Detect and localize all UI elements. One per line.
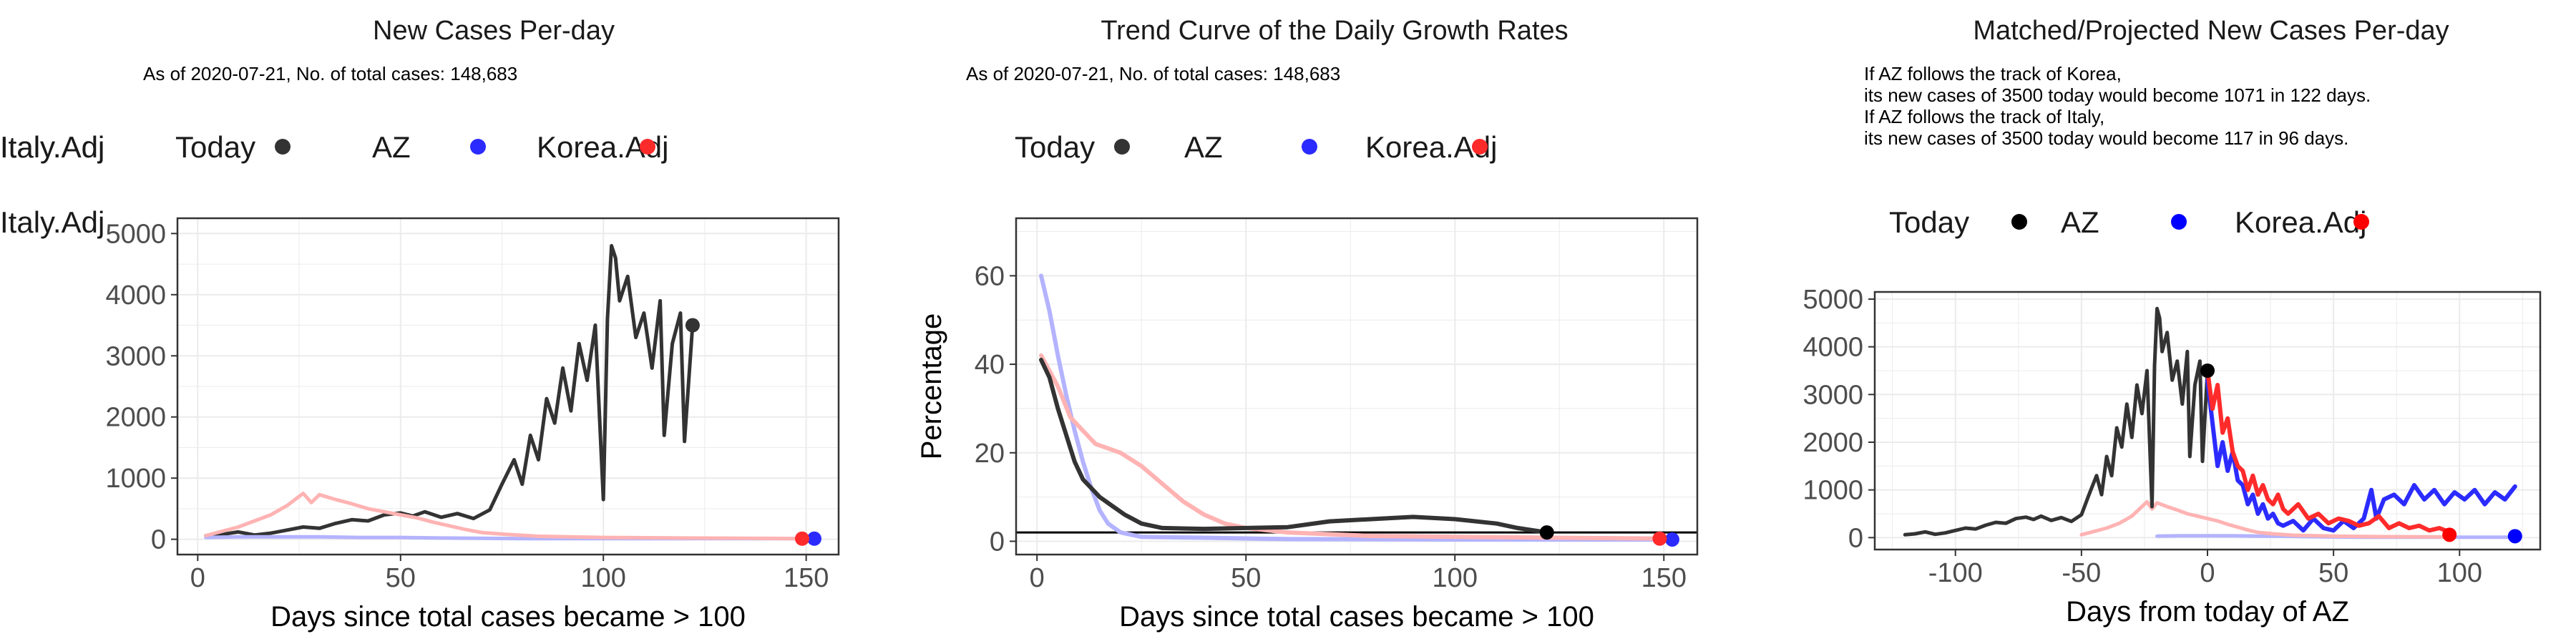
series-line-korea-adj-0 [1039, 273, 1674, 542]
series-line-az-2 [1039, 357, 1549, 535]
y-tick-label: 3000 [105, 341, 166, 371]
x-tick-label: -100 [1928, 558, 1983, 588]
series-line-italy-adj-4 [2205, 369, 2452, 535]
x-axis-label: Days since total cases became > 100 [1119, 601, 1594, 633]
series-line-italy-adj-1 [1039, 353, 1662, 541]
x-tick-label: -50 [2062, 558, 2101, 588]
chart-panel-2: Trend Curve of the Daily Growth Rates As … [0, 16, 1699, 633]
legend-key-korea-adj [470, 139, 486, 155]
y-tick-label: 20 [975, 439, 1005, 469]
legend-label: Italy.Adj [0, 130, 104, 164]
legend-key-italy-adj [2353, 214, 2369, 230]
chart-title: Matched/Projected New Cases Per-day [1973, 16, 2449, 46]
series-line-az-0 [204, 244, 695, 537]
y-tick-label: 0 [151, 525, 166, 555]
legend-key-korea-adj [2171, 214, 2187, 230]
gridlines [1016, 218, 1697, 555]
x-axis-label: Days from today of AZ [2066, 596, 2349, 628]
x-tick-label: 0 [1030, 563, 1045, 593]
y-tick-label: 5000 [105, 219, 166, 249]
y-tick-label: 1000 [1802, 476, 1863, 506]
legend-key-az [1114, 139, 1130, 155]
legend-label: Korea.Adj [2235, 205, 2366, 239]
y-tick-label: 5000 [1802, 285, 1863, 315]
x-tick-label: 100 [1433, 563, 1478, 593]
chart-title: Trend Curve of the Daily Growth Rates [1101, 16, 1568, 46]
y-tick-label: 2000 [1802, 428, 1863, 458]
today-point-az [1539, 525, 1554, 540]
legend-key-az [2011, 214, 2027, 230]
x-tick-label: 50 [2318, 558, 2348, 588]
legend-key-az [275, 139, 291, 155]
y-tick-label: 4000 [1802, 333, 1863, 363]
today-point-italy-adj [2442, 527, 2457, 542]
chart-subtitle-line: its new cases of 3500 today would become… [1864, 84, 2371, 106]
plot-area [1016, 218, 1697, 555]
plot-border [176, 217, 840, 556]
today-point-italy-adj [1652, 531, 1667, 546]
series-line-italy-adj-1 [2079, 499, 2451, 540]
today-point-az [2200, 364, 2215, 378]
x-tick-label: 0 [190, 563, 205, 593]
chart-panel-3: Matched/Projected New Cases Per-day If AZ… [0, 16, 2542, 628]
x-axis-label: Days since total cases became > 100 [270, 601, 746, 633]
gridlines [177, 218, 839, 555]
x-tick-label: 50 [1231, 563, 1261, 593]
x-tick-label: 0 [2200, 558, 2215, 588]
legend-key-korea-adj [1302, 139, 1317, 155]
y-tick-label: 40 [975, 350, 1005, 380]
chart-subtitle-line: As of 2020-07-21, No. of total cases: 14… [966, 63, 1340, 84]
legend-label: AZ [372, 130, 411, 164]
chart-subtitle-line: As of 2020-07-21, No. of total cases: 14… [143, 63, 517, 84]
x-tick-label: 150 [1641, 563, 1687, 593]
plot-border [1015, 217, 1699, 556]
legend: Today AZ Korea.Adj Italy.Adj [0, 205, 2369, 239]
series-line-az-2 [1903, 306, 2210, 537]
chart-subtitle-line: its new cases of 3500 today would become… [1864, 127, 2348, 149]
x-tick-label: 100 [581, 563, 626, 593]
chart-title: New Cases Per-day [373, 16, 615, 46]
chart-panel-1: New Cases Per-day As of 2020-07-21, No. o… [0, 16, 840, 633]
today-point-korea-adj [2507, 529, 2522, 544]
y-tick-label: 3000 [1802, 380, 1863, 410]
x-tick-label: 100 [2437, 558, 2482, 588]
series-line-italy-adj-2 [204, 492, 804, 541]
legend-label: AZ [1184, 130, 1223, 164]
legend-title: Today [175, 130, 255, 164]
legend-key-italy-adj [640, 139, 655, 155]
y-axis-label: Percentage [916, 313, 947, 460]
x-tick-label: 50 [386, 563, 416, 593]
legend-label: AZ [2061, 205, 2099, 239]
today-point-korea-adj [806, 531, 821, 546]
today-point-az [685, 318, 700, 333]
today-point-italy-adj [794, 531, 809, 546]
chart-subtitle-line: If AZ follows the track of Italy, [1864, 106, 2104, 127]
y-tick-label: 0 [990, 527, 1005, 557]
legend-label: Italy.Adj [0, 130, 104, 164]
y-tick-label: 4000 [105, 280, 166, 311]
chart-subtitle-line: If AZ follows the track of Korea, [1864, 63, 2122, 84]
legend-key-italy-adj [1472, 139, 1488, 155]
y-tick-label: 0 [1848, 523, 1863, 553]
legend-title: Today [1889, 205, 1969, 239]
legend-label: Italy.Adj [0, 205, 104, 239]
x-tick-label: 150 [784, 563, 829, 593]
legend-title: Today [1015, 130, 1095, 164]
y-tick-label: 1000 [105, 464, 166, 494]
y-tick-label: 2000 [105, 403, 166, 433]
y-tick-label: 60 [975, 261, 1005, 291]
series-line-korea-adj-3 [2205, 378, 2517, 533]
today-point-korea-adj [1664, 532, 1679, 547]
